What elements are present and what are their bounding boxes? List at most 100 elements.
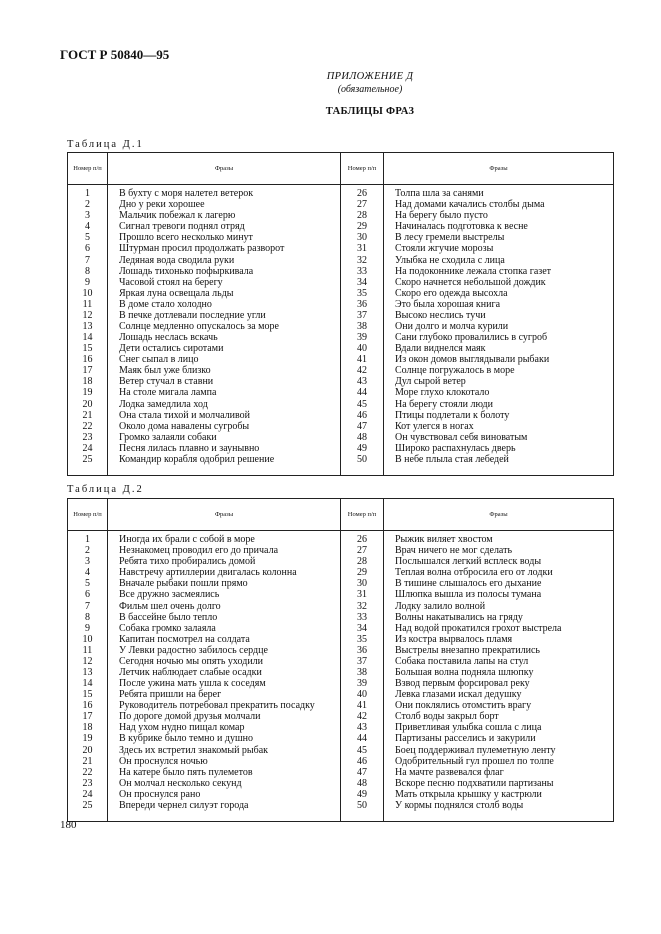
- row-phrase: Лошадь тихонько пофыркивала: [107, 265, 341, 277]
- row-number: 28: [340, 556, 384, 568]
- table-row: 17 По дороге домой друзья молчали 42 Столб …: [67, 711, 614, 723]
- row-number: 26: [340, 534, 384, 546]
- spacer-cell: [67, 464, 108, 476]
- row-number: 42: [340, 711, 384, 723]
- row-number: 29: [340, 567, 384, 579]
- row-phrase: Над водой прокатился грохот выстрела: [395, 622, 562, 634]
- table-row: 10 Капитан посмотрел на солдата 35 Из костр…: [67, 633, 614, 645]
- table-row: 13 Солнце медленно опускалось за море 38 Он…: [67, 320, 614, 333]
- spacer-cell: [340, 184, 384, 188]
- column-header-phrases: Фразы: [107, 152, 341, 185]
- row-phrase: Кот улегся в ногах: [395, 420, 474, 432]
- row-phrase: В бассейне было тепло: [107, 611, 341, 623]
- table-row: 3 Ребята тихо пробирались домой 28 Послышал…: [67, 556, 614, 568]
- row-phrase: Капитан посмотрел на солдата: [107, 633, 341, 645]
- column-header-phrases: Фразы: [383, 498, 614, 531]
- row-phrase: Столб воды закрыл борт: [395, 711, 499, 723]
- row-phrase: В тишине слышалось его дыхание: [395, 578, 542, 590]
- row-number: 8: [67, 265, 108, 277]
- table-row: 18 Ветер стучал в ставни 43 Дул сырой ветер: [67, 376, 614, 388]
- row-phrase: Из окон домов выглядывали рыбаки: [395, 354, 550, 366]
- row-number: 29: [340, 221, 384, 233]
- row-phrase: По дороге домой друзья молчали: [107, 711, 341, 723]
- row-number: 50: [340, 799, 384, 811]
- spacer-cell: [107, 184, 341, 188]
- row-phrase: Скоро его одежда высохла: [395, 287, 508, 299]
- row-number: 1: [67, 188, 108, 200]
- row-phrase: После ужина мать ушла к соседям: [107, 678, 341, 690]
- row-phrase: На подоконнике лежала стопка газет: [395, 265, 552, 277]
- row-phrase: Яркая луна освещала льды: [107, 287, 341, 299]
- row-phrase: В доме стало холодно: [107, 298, 341, 310]
- page-number: 180: [60, 819, 77, 831]
- table-row: 18 Над ухом нудно пищал комар 43 Приветлива…: [67, 722, 614, 734]
- row-number: 11: [67, 298, 108, 310]
- row-number: 37: [340, 655, 384, 667]
- row-number: 46: [340, 755, 384, 767]
- row-phrase: Сани глубоко провалились в сугроб: [395, 332, 548, 344]
- row-number: 1: [67, 534, 108, 546]
- row-number: 38: [340, 320, 384, 333]
- row-number: 43: [340, 722, 384, 734]
- row-number: 15: [67, 343, 108, 355]
- row-phrase: Высоко неслись тучи: [395, 309, 486, 321]
- row-number: 10: [67, 287, 108, 299]
- row-phrase: Лошадь неслась вскачь: [107, 332, 341, 344]
- row-phrase: Над ухом нудно пищал комар: [107, 722, 341, 734]
- table-row: 19 На столе мигала лампа 44 Море глухо клок…: [67, 387, 614, 399]
- row-phrase: Над домами качались столбы дыма: [395, 199, 545, 211]
- row-phrase: Вначале рыбаки пошли прямо: [107, 578, 341, 590]
- row-number: 9: [67, 276, 108, 288]
- row-number: 49: [340, 788, 384, 800]
- row-phrase: Широко распахнулась дверь: [395, 442, 516, 454]
- table-2-caption: Таблица Д.2: [67, 484, 144, 495]
- row-number: 12: [67, 655, 108, 667]
- row-phrase: Толпа шла за санями: [395, 188, 484, 200]
- row-phrase: Штурман просил продолжать разворот: [107, 243, 341, 255]
- row-number: 16: [67, 354, 108, 366]
- table-row: 24 Он проснулся рано 49 Мать открыла крышку…: [67, 788, 614, 800]
- row-number: 4: [67, 221, 108, 233]
- row-phrase: Ребята пришли на берег: [107, 689, 341, 701]
- column-header-phrases: Фразы: [107, 498, 341, 531]
- spacer-row: [67, 810, 614, 822]
- row-phrase: Она стала тихой и молчаливой: [107, 409, 341, 421]
- row-phrase: Он проснулся ночью: [107, 755, 341, 767]
- row-number: 19: [67, 387, 108, 399]
- table-row: 20 Лодка замедлила ход 45 На берегу стояли …: [67, 398, 614, 410]
- row-phrase: Большая волна подняла шлюпку: [395, 666, 534, 678]
- row-number: 35: [340, 287, 384, 299]
- spacer-cell: [107, 810, 341, 822]
- row-phrase: Лодка замедлила ход: [107, 398, 341, 410]
- row-phrase: Улыбка не сходила с лица: [395, 254, 505, 266]
- table-row: 6 Все дружно засмеялись 31 Шлюпка вышла из …: [67, 589, 614, 601]
- row-phrase: Фильм шел очень долго: [107, 600, 341, 612]
- row-phrase: Около дома навалены сугробы: [107, 420, 341, 432]
- row-number: 16: [67, 700, 108, 712]
- row-number: 4: [67, 567, 108, 579]
- row-phrase: Сигнал тревоги поднял отряд: [107, 221, 341, 233]
- table-row: 8 Лошадь тихонько пофыркивала 33 На подокон…: [67, 265, 614, 277]
- row-number: 27: [340, 545, 384, 557]
- table-header-row: Номер п/п Фразы Номер п/п Фразы: [67, 152, 614, 185]
- row-phrase: Ледяная вода сводила руки: [107, 254, 341, 266]
- row-number: 36: [340, 298, 384, 310]
- row-number: 34: [340, 276, 384, 288]
- row-number: 12: [67, 309, 108, 321]
- row-number: 3: [67, 556, 108, 568]
- spacer-cell: [384, 465, 614, 476]
- table-row: 22 На катере было пять пулеметов 47 На мачт…: [67, 766, 614, 778]
- table-row: 14 Лошадь неслась вскачь 39 Сани глубоко пр…: [67, 332, 614, 344]
- row-number: 19: [67, 733, 108, 745]
- row-phrase: Руководитель потребовал прекратить посад…: [107, 700, 341, 712]
- row-phrase: Впереди чернел силуэт города: [107, 799, 341, 811]
- row-number: 2: [67, 545, 108, 557]
- table-row: 25 Командир корабля одобрил решение 50 В не…: [67, 453, 614, 465]
- table-row: 11 В доме стало холодно 36 Это была хорошая…: [67, 298, 614, 310]
- table-row: 5 Прошло всего несколько минут 30 В лесу гр…: [67, 232, 614, 244]
- row-phrase: На столе мигала лампа: [107, 387, 341, 399]
- table-row: 15 Дети остались сиротами 40 Вдали виднелся…: [67, 343, 614, 355]
- row-number: 31: [340, 243, 384, 255]
- row-number: 21: [67, 409, 108, 421]
